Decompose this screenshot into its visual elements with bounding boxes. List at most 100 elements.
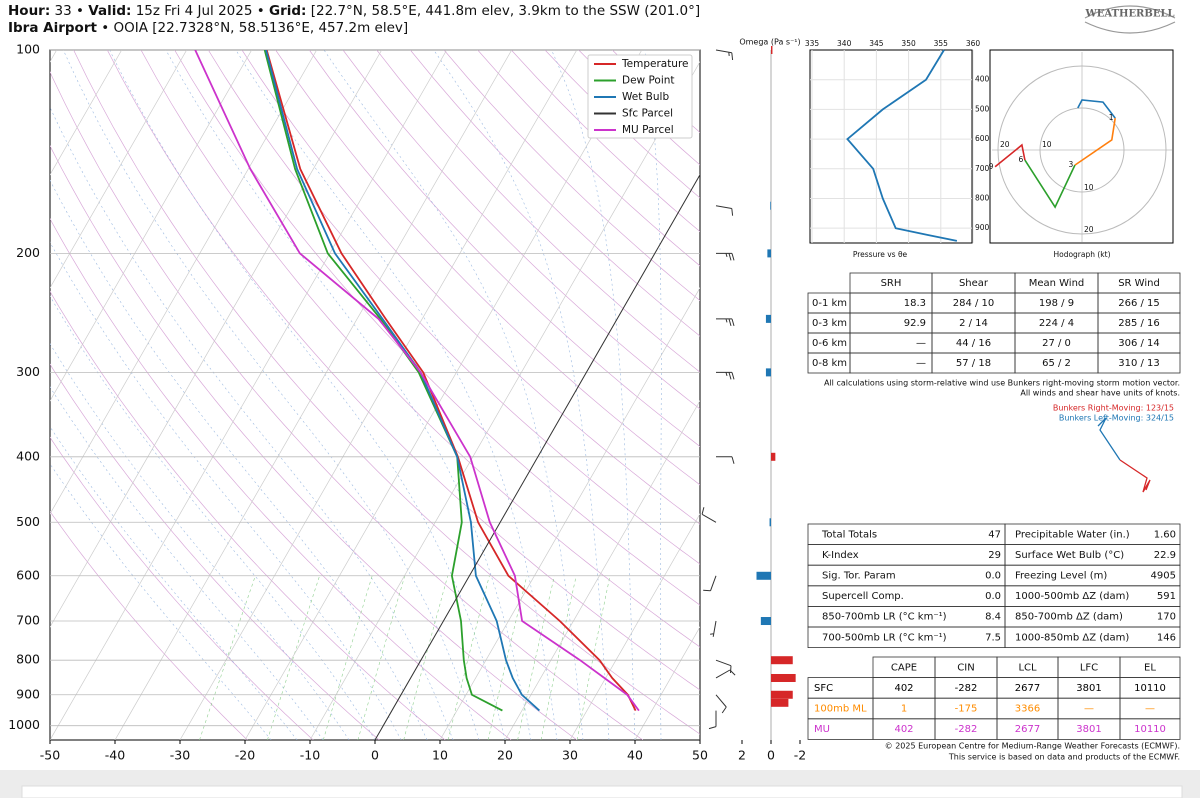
- table-cell-text: -282: [955, 683, 978, 694]
- table-cell-text: 27 / 0: [1042, 338, 1071, 349]
- index-label: Freezing Level (m): [1015, 571, 1107, 582]
- table-cell-text: 10110: [1134, 724, 1166, 735]
- ring-label: 20: [1000, 140, 1010, 149]
- y-tick-label: 500: [16, 514, 40, 529]
- header-label: Grid:: [269, 3, 306, 19]
- header-label: Valid:: [88, 3, 131, 19]
- table-header: Shear: [959, 278, 989, 289]
- theta-e-title: Pressure vs θe: [853, 250, 908, 259]
- table-cell: [1004, 626, 1181, 649]
- isotherm: [50, 50, 318, 515]
- height-label: 9: [989, 162, 994, 171]
- x-tick-label: 345: [869, 39, 884, 48]
- y-tick-label: 1000: [8, 717, 40, 732]
- legend-label: Wet Bulb: [622, 91, 669, 103]
- dry-adiabat: [50, 218, 512, 740]
- hodograph-segment: [1024, 159, 1076, 209]
- dry-adiabat: [50, 510, 248, 740]
- index-label: Total Totals: [821, 529, 877, 540]
- wind-barb: [715, 659, 732, 674]
- profile-line: [374, 174, 700, 740]
- mixing-ratio-line: [199, 575, 256, 740]
- y-tick-label: 900: [16, 686, 40, 701]
- y-tick-label: 600: [975, 134, 990, 143]
- moist-adiabat: [50, 463, 272, 740]
- hodograph-ring: [997, 65, 1167, 235]
- wind-barb: [715, 669, 736, 679]
- omega-bar: [767, 249, 771, 258]
- table-header: Mean Wind: [1029, 278, 1085, 289]
- table-cell-text: 2 / 14: [959, 318, 988, 329]
- dry-adiabat: [174, 50, 700, 606]
- row-label: MU: [814, 724, 830, 735]
- omega-bar: [765, 314, 771, 323]
- omega-bar: [771, 698, 789, 707]
- table-cell-text: 224 / 4: [1039, 318, 1074, 329]
- table-cell-text: 1: [901, 704, 907, 715]
- x-tick-label: 355: [934, 39, 949, 48]
- wind-barb: [703, 575, 717, 592]
- table-cell-text: -282: [955, 724, 978, 735]
- hodograph-ring: [1039, 107, 1125, 193]
- isotherm: [50, 50, 188, 289]
- grid-line: [569, 513, 700, 740]
- x-tick-label: 0: [371, 748, 379, 763]
- header-label: Ibra Airport: [8, 20, 97, 36]
- omega-bar: [770, 201, 771, 210]
- index-label: Sig. Tor. Param: [822, 571, 896, 582]
- table-cell-text: 57 / 18: [956, 358, 991, 369]
- mixing-ratio-line: [403, 575, 449, 740]
- note: All calculations using storm-relative wi…: [824, 379, 1180, 388]
- wind-barb: [715, 694, 727, 714]
- bottom-panel: [21, 785, 1183, 799]
- grid-line: [50, 50, 448, 740]
- grid-line: [504, 400, 700, 740]
- dry-adiabat: [241, 50, 700, 525]
- y-tick-label: 900: [975, 223, 990, 232]
- isotherm: [50, 50, 123, 176]
- moist-adiabat: [63, 50, 480, 740]
- moist-adiabat: [50, 295, 376, 740]
- index-value: 4905: [1151, 571, 1176, 582]
- dry-adiabat: [50, 436, 314, 740]
- y-tick-label: 200: [16, 245, 40, 260]
- mixing-ratio-line: [540, 575, 577, 740]
- mixing-ratio-line: [357, 575, 406, 740]
- dry-adiabat: [309, 50, 700, 447]
- legend-label: Temperature: [621, 58, 689, 70]
- wind-barb: [710, 620, 717, 637]
- table-cell-text: -175: [955, 704, 978, 715]
- table-cell-text: 65 / 2: [1042, 358, 1071, 369]
- wind-barb: [715, 371, 735, 380]
- profile-line: [263, 50, 503, 712]
- table-header: LFC: [1080, 662, 1098, 673]
- moist-adiabat: [50, 106, 454, 740]
- hodograph-segment: [1077, 99, 1116, 119]
- dry-adiabat: [275, 50, 700, 486]
- footer-line: This service is based on data and produc…: [948, 753, 1180, 762]
- skewt-background: [50, 50, 700, 740]
- index-value: 170: [1157, 612, 1176, 623]
- wind-barb: [715, 205, 734, 216]
- x-tick-label: 10: [432, 748, 448, 763]
- skewt-frame: [49, 49, 701, 741]
- wind-barb: [708, 710, 717, 730]
- index-value: 1.60: [1154, 529, 1176, 540]
- index-label: 850-700mb LR (°C km⁻¹): [822, 612, 947, 623]
- hodograph-segment: [994, 143, 1026, 168]
- omega-bar: [771, 46, 773, 54]
- table-header: CIN: [957, 662, 974, 673]
- profile-line: [265, 50, 541, 712]
- table-cell-text: 306 / 14: [1118, 338, 1160, 349]
- dry-adiabat: [50, 145, 578, 740]
- wind-barb: [715, 318, 735, 327]
- mixing-ratio-line: [576, 575, 611, 740]
- omega-bar: [771, 656, 793, 665]
- table-cell-text: —: [1084, 704, 1094, 715]
- moist-adiabat: [50, 426, 298, 740]
- index-label: 850-700mb ΔZ (dam): [1015, 612, 1123, 623]
- footer-line: © 2025 European Centre for Medium-Range …: [885, 742, 1180, 751]
- bunkers-motion: Bunkers Left-Moving: 324/15: [1059, 414, 1174, 423]
- wind-barb: [715, 456, 735, 464]
